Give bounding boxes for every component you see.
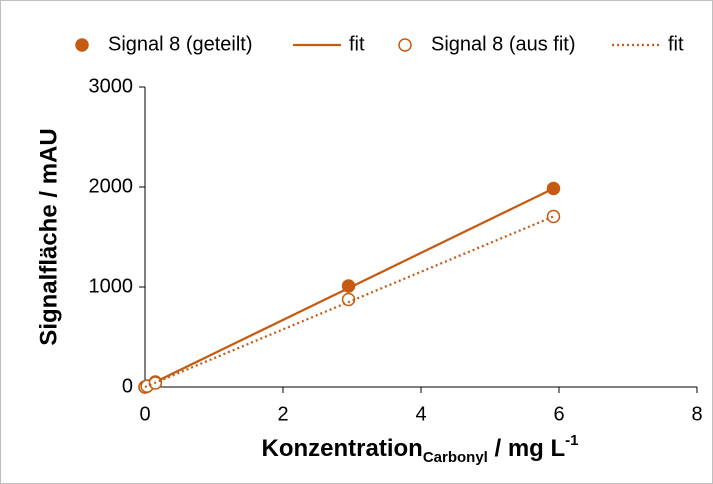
- legend-label: Signal 8 (geteilt): [108, 33, 253, 55]
- legend-marker: [75, 38, 89, 52]
- x-label-sub: Carbonyl: [423, 449, 488, 466]
- x-label-rest: / mg L: [488, 435, 565, 462]
- x-tick-label: 0: [139, 403, 150, 425]
- y-tick-label: 1000: [89, 275, 134, 297]
- data-point: [546, 209, 561, 224]
- legend-label: fit: [349, 33, 365, 55]
- fit-line: [144, 215, 554, 389]
- y-tick-label: 2000: [89, 175, 134, 197]
- x-tick-label: 6: [553, 403, 564, 425]
- x-tick-label: 8: [691, 403, 702, 425]
- x-tick-label: 4: [415, 403, 426, 425]
- x-tick-label: 2: [277, 403, 288, 425]
- legend-marker: [398, 38, 412, 52]
- data-point: [341, 292, 356, 307]
- x-label-main: Konzentration: [261, 435, 422, 462]
- x-label-sup: -1: [565, 432, 578, 449]
- x-axis-title: KonzentrationCarbonyl / mg L-1: [261, 432, 578, 466]
- y-tick-label: 3000: [89, 75, 134, 97]
- fit-line: [144, 187, 554, 389]
- legend-label: Signal 8 (aus fit): [431, 33, 576, 55]
- y-tick-label: 0: [122, 375, 133, 397]
- legend-label: fit: [668, 33, 684, 55]
- y-axis-title: Signalfläche / mAU: [35, 128, 62, 345]
